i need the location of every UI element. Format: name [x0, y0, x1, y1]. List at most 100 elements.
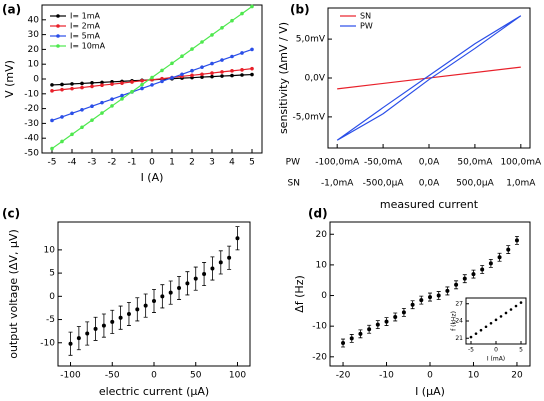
data-point: [110, 319, 115, 324]
data-point: [50, 146, 54, 151]
y-tick-label: 0: [33, 75, 39, 85]
y-tick-label: 10: [44, 245, 56, 255]
y-tick-label: 5,0mV: [296, 35, 326, 45]
y-axis-title: Δf (Hz): [293, 275, 306, 313]
data-point: [428, 295, 432, 300]
x2-tick-label: -500,0µA: [363, 179, 405, 189]
legend-label: I= 1mA: [70, 12, 100, 21]
data-point: [80, 125, 84, 130]
data-point: [235, 236, 240, 241]
data-point: [190, 47, 194, 51]
data-point: [50, 83, 54, 87]
data-point: [143, 303, 148, 308]
x-axis-title: I (µA): [415, 385, 445, 398]
data-point: [240, 73, 244, 77]
data-point: [118, 315, 123, 320]
data-point: [210, 33, 214, 37]
data-point: [50, 89, 54, 93]
data-point: [349, 336, 354, 341]
panel-label: (d): [308, 207, 328, 221]
data-point: [190, 73, 194, 78]
x-axis-title: I (mA): [487, 356, 505, 363]
x2-tick-label: 0,0A: [419, 179, 440, 189]
x-tick-label: -20: [336, 371, 351, 381]
data-point: [110, 104, 114, 108]
legend-marker: [56, 34, 60, 38]
data-point: [140, 78, 144, 83]
panel-label: (b): [290, 3, 310, 17]
legend-marker: [56, 14, 60, 18]
series-line: [337, 66, 521, 90]
x-tick-label: -10: [379, 371, 394, 381]
axis-row-label: PW: [286, 158, 300, 168]
data-point: [419, 298, 424, 303]
x-tick-label: -4: [68, 158, 77, 168]
data-point: [160, 79, 164, 84]
x-tick-label: 0,0A: [419, 158, 440, 168]
data-point: [200, 72, 204, 77]
data-point: [150, 75, 154, 80]
x-tick-label: -1: [128, 158, 137, 168]
data-point: [227, 255, 232, 260]
data-point: [80, 85, 84, 90]
x-tick-label: 0: [427, 371, 433, 381]
y-tick-label: -10: [40, 338, 55, 348]
data-point: [230, 69, 234, 73]
data-point: [140, 86, 144, 91]
data-point: [130, 80, 134, 84]
y-tick-label: 20: [28, 45, 40, 55]
data-point: [210, 71, 214, 75]
y-tick-label: -5,0mV: [293, 112, 326, 122]
y-tick-label: -30: [24, 119, 39, 129]
data-point: [170, 61, 174, 66]
x-tick-label: -50,0mA: [364, 158, 403, 168]
data-point: [514, 238, 519, 243]
y-tick-label: -20: [312, 352, 327, 362]
data-point: [358, 331, 363, 336]
data-point: [474, 332, 478, 335]
series-line: [336, 15, 522, 141]
panel-label: (c): [2, 207, 20, 221]
data-point: [100, 100, 104, 105]
x-axis-title: measured current: [380, 198, 479, 211]
data-point: [469, 335, 473, 339]
x-tick-label: 20: [511, 371, 523, 381]
data-point: [218, 260, 223, 265]
data-point: [202, 272, 207, 277]
data-point: [210, 61, 214, 66]
data-point: [70, 132, 74, 137]
data-point: [497, 255, 502, 260]
x-tick-label: -100,0mA: [315, 158, 360, 168]
data-point: [375, 322, 380, 327]
y-tick-label: 21: [455, 335, 463, 342]
y-tick-label: 10: [28, 60, 40, 70]
data-point: [200, 65, 204, 69]
x-tick-label: -5: [468, 347, 474, 354]
data-point: [462, 276, 467, 281]
data-point: [76, 336, 81, 341]
x-tick-label: 10: [468, 371, 480, 381]
data-point: [250, 66, 254, 71]
data-point: [150, 83, 154, 87]
data-point: [168, 290, 173, 295]
y-tick-label: 24: [455, 318, 463, 325]
legend-marker: [56, 44, 60, 48]
x-tick-label: 50: [190, 371, 202, 381]
data-point: [177, 285, 182, 290]
data-point: [140, 82, 144, 87]
data-point: [240, 11, 244, 16]
data-point: [410, 302, 415, 307]
data-point: [60, 82, 64, 87]
x-tick-label: 3: [209, 158, 215, 168]
data-point: [250, 72, 254, 77]
data-point: [480, 267, 485, 272]
y-tick-label: -40: [24, 134, 39, 144]
data-point: [130, 89, 134, 94]
data-point: [60, 115, 64, 119]
data-point: [499, 315, 503, 318]
y-tick-label: -5: [46, 315, 55, 325]
data-point: [110, 82, 114, 86]
data-point: [230, 73, 234, 78]
data-point: [120, 97, 124, 101]
data-point: [519, 301, 523, 304]
